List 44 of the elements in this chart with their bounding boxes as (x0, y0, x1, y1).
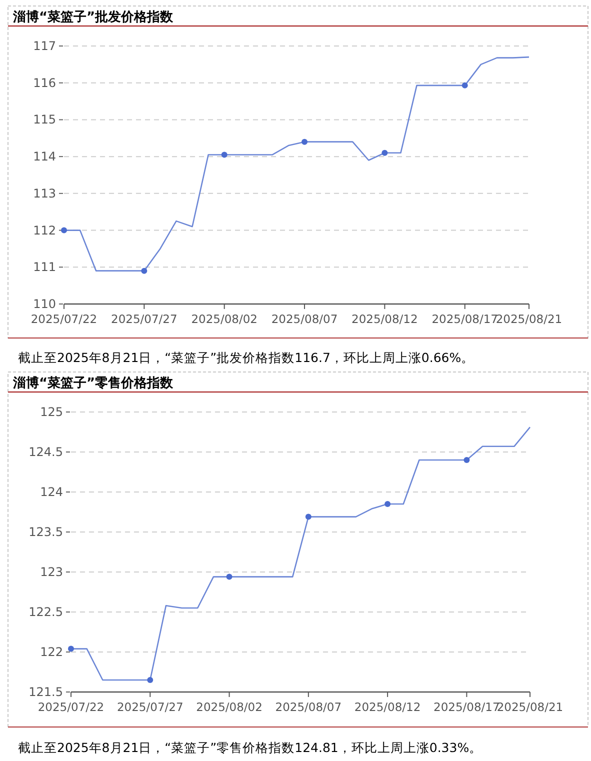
y-tick-label: 111 (33, 260, 56, 274)
y-tick-label: 116 (33, 76, 56, 90)
text: 截止至2025年8月21日，“菜篮子”批发价格指数116.7，环比上周上涨0.66%。 (18, 350, 474, 365)
point (464, 457, 470, 463)
point (68, 646, 74, 652)
chart-title: 淄博“菜篮子”批发价格指数 (12, 9, 174, 25)
y-tick-label: 124 (40, 485, 63, 499)
text: 截止至2025年8月21日，“菜篮子”零售价格指数124.81，环比上周上涨0.33%。 (18, 740, 482, 755)
y-tick-label: 123 (40, 565, 63, 579)
y-tick-label: 113 (33, 186, 56, 200)
y-tick-label: 121.5 (28, 685, 63, 699)
y-tick-label: 117 (33, 39, 56, 53)
y-tick-label: 115 (33, 112, 56, 127)
y-tick-label: 110 (33, 297, 56, 311)
point (221, 152, 228, 158)
y-tick-label: 123.5 (28, 525, 63, 539)
point (226, 574, 232, 580)
x-tick-label: 2025/08/07 (275, 700, 342, 714)
x-tick-label: 2025/07/22 (38, 700, 104, 714)
point (147, 677, 154, 683)
chart-title: 淄博“菜篮子”零售价格指数 (12, 375, 174, 391)
x-tick-label: 2025/07/27 (111, 312, 178, 326)
x-tick-label: 2025/08/02 (196, 700, 262, 714)
point (141, 268, 148, 274)
x-tick-label: 2025/08/07 (271, 312, 338, 326)
y-tick-label: 112 (33, 223, 56, 238)
y-tick-label: 124.5 (28, 445, 63, 459)
x-tick-label: 2025/08/17 (432, 312, 498, 326)
point (305, 514, 312, 520)
y-tick-label: 114 (33, 150, 56, 164)
point (382, 150, 388, 156)
point (462, 82, 468, 88)
y-tick-label: 122 (40, 645, 63, 659)
x-tick-label: 2025/07/22 (30, 312, 98, 326)
x-tick-label: 2025/08/12 (352, 312, 418, 326)
point (61, 227, 67, 234)
x-tick-label: 2025/08/12 (354, 700, 421, 714)
point (302, 138, 308, 145)
point (384, 501, 391, 507)
x-tick-label: 2025/08/02 (191, 312, 258, 326)
x-tick-label: 2025/08/21 (496, 312, 562, 326)
y-tick-label: 122.5 (28, 605, 63, 619)
x-tick-label: 2025/07/27 (116, 700, 184, 714)
y-tick-label: 125 (40, 405, 63, 419)
